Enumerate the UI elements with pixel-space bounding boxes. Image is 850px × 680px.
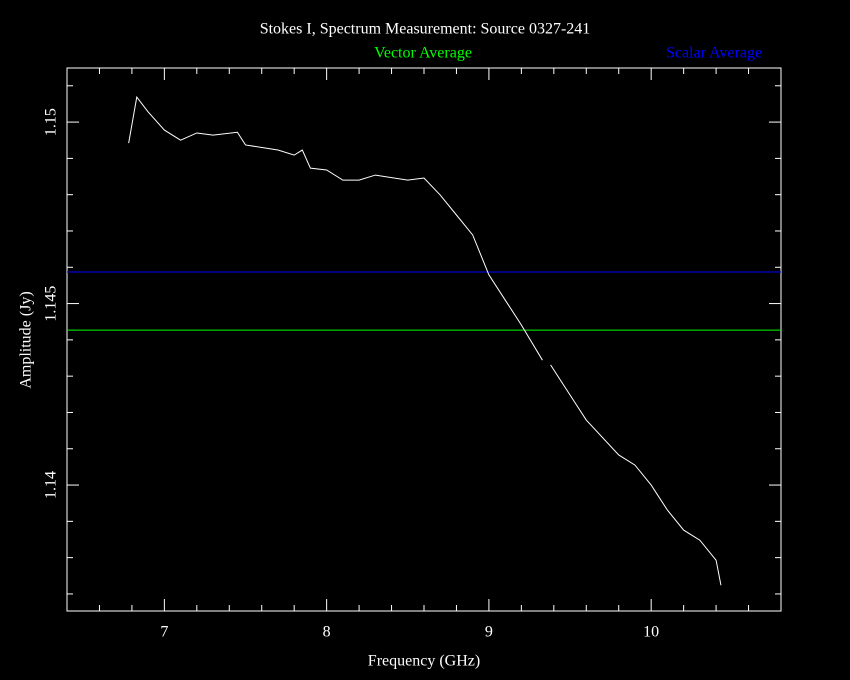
y-tick-label: 1.14: [43, 471, 60, 499]
y-axis-label: Amplitude (Jy): [18, 291, 35, 388]
x-tick-label: 9: [485, 624, 493, 641]
y-tick-label: 1.15: [43, 108, 60, 136]
x-tick-label: 8: [323, 624, 331, 641]
x-tick-label: 7: [160, 624, 168, 641]
x-tick-label: 10: [643, 624, 659, 641]
spectrum-line: [128, 95, 543, 361]
legend-label: Vector Average: [374, 45, 472, 62]
chart-title: Stokes I, Spectrum Measurement: Source 0…: [260, 21, 591, 38]
legend-label: Scalar Average: [666, 45, 762, 62]
y-tick-label: 1.145: [43, 286, 60, 322]
spectrum-line: [550, 364, 722, 586]
x-axis-label: Frequency (GHz): [368, 653, 480, 670]
